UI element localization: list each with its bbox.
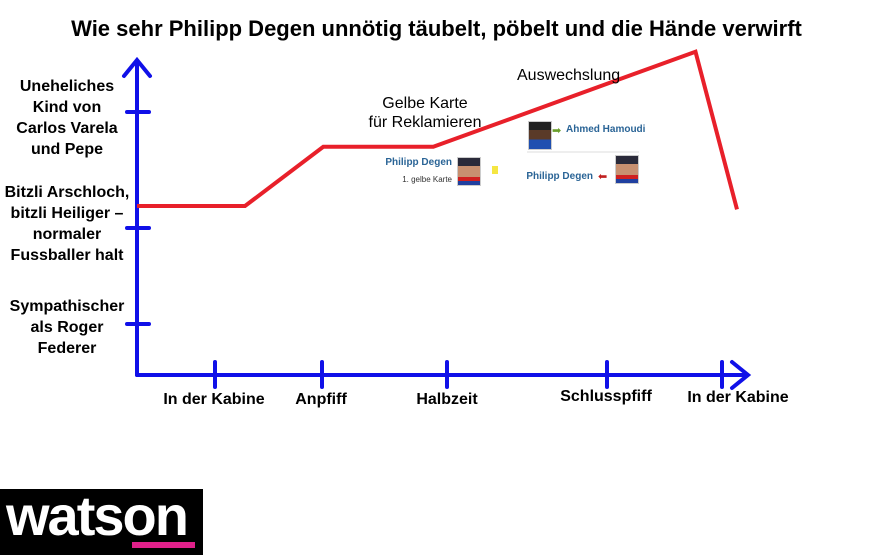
x-tick-label: Anpfiff [295,391,347,408]
player-photo [457,157,481,186]
yellow-card-icon [492,166,498,174]
x-tick-label: Halbzeit [416,391,478,408]
x-axis-arrow-icon [730,360,752,390]
series-line [137,49,739,210]
x-tick-label: In der Kabine [163,391,265,408]
y-tick-label-3: Uneheliches Kind von Carlos Varela und Pepe [16,78,118,158]
x-tick-label: In der Kabine [687,389,789,406]
substitution-in-row [527,118,639,153]
annotation-yellow-card: Gelbe Karte für Reklamieren [368,95,482,131]
arrow-right-icon: ➡ [552,125,562,137]
chart-title: Wie sehr Philipp Degen unnötig täubelt, … [71,16,802,41]
card-player-name: Philipp Degen [385,157,452,168]
player-photo [615,155,639,184]
watson-logo: watson [0,489,203,555]
y-tick-label-1: Sympathischer als Roger Federer [9,298,125,357]
x-tick-label: Schlusspfiff [560,388,652,405]
player-out-name: Philipp Degen [526,171,593,182]
y-axis-arrow-icon [122,56,152,78]
arrow-left-icon: ⬅ [598,171,608,183]
annotation-substitution: Auswechslung [517,67,621,84]
player-in-name: Ahmed Hamoudi [566,124,646,135]
y-tick-label-2: Bitzli Arschloch, bitzli Heiliger – normal… [4,184,130,264]
player-photo [528,121,552,150]
card-text: 1. gelbe Karte [402,175,452,184]
